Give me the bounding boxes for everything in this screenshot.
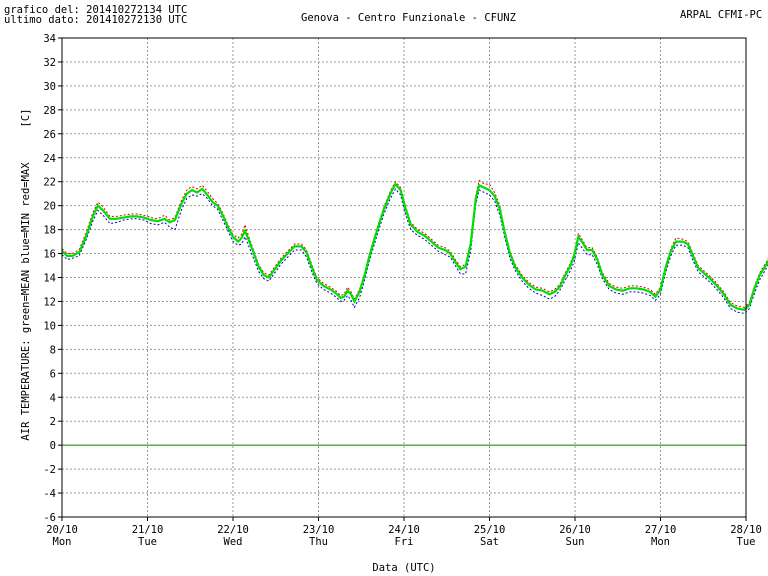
x-tick-weekday: Thu (309, 536, 328, 548)
x-tick-date: 23/10 (303, 524, 335, 536)
x-tick-date: 26/10 (559, 524, 591, 536)
y-tick-label: 26 (43, 129, 56, 141)
y-tick-label: 16 (43, 249, 56, 261)
y-tick-label: 24 (43, 153, 56, 165)
y-axis-unit: [C] (20, 109, 32, 128)
y-tick-label: 8 (50, 344, 56, 356)
series-max (61, 179, 768, 308)
y-tick-label: 22 (43, 177, 56, 189)
y-tick-label: 30 (43, 81, 56, 93)
y-tick-label: 6 (50, 368, 56, 380)
source-label: ARPAL CFMI-PC (680, 9, 763, 21)
y-tick-label: 34 (43, 33, 56, 45)
y-tick-label: 12 (43, 296, 56, 308)
x-tick-date: 20/10 (46, 524, 78, 536)
x-tick-date: 28/10 (730, 524, 762, 536)
x-tick-weekday: Sat (480, 536, 499, 548)
x-axis-label: Data (UTC) (372, 562, 435, 574)
x-tick-weekday: Fri (395, 536, 414, 548)
x-axis-ticks: 20/10Mon21/10Tue22/10Wed23/10Thu24/10Fri… (46, 517, 762, 548)
y-tick-label: 14 (43, 273, 56, 285)
x-tick-weekday: Sun (566, 536, 585, 548)
x-tick-date: 27/10 (645, 524, 677, 536)
x-tick-weekday: Mon (53, 536, 72, 548)
x-tick-date: 21/10 (132, 524, 164, 536)
plot-frame (61, 37, 747, 518)
y-tick-label: 18 (43, 225, 56, 237)
series-min (61, 188, 768, 314)
x-tick-date: 22/10 (217, 524, 249, 536)
station-title: Genova - Centro Funzionale - CFUNZ (301, 12, 516, 24)
y-tick-label: 20 (43, 201, 56, 213)
x-tick-weekday: Tue (138, 536, 157, 548)
y-tick-label: 2 (50, 416, 56, 428)
generated-timestamp: grafico del: 201410272134 UTC (4, 4, 188, 16)
y-tick-label: 32 (43, 57, 56, 69)
x-tick-weekday: Mon (651, 536, 670, 548)
x-tick-date: 25/10 (474, 524, 506, 536)
y-tick-label: -6 (43, 512, 56, 524)
y-tick-label: -2 (43, 464, 56, 476)
grid-lines (62, 38, 746, 517)
x-tick-weekday: Wed (224, 536, 243, 548)
y-tick-label: 0 (50, 440, 56, 452)
x-tick-date: 24/10 (388, 524, 420, 536)
series-mean (61, 182, 768, 311)
last-data-timestamp: ultimo dato: 201410272130 UTC (4, 14, 188, 26)
y-tick-label: 10 (43, 320, 56, 332)
y-tick-label: -4 (43, 488, 56, 500)
y-axis-label: AIR TEMPERATURE: green=MEAN blue=MIN red… (20, 162, 32, 441)
y-tick-label: 28 (43, 105, 56, 117)
x-tick-weekday: Tue (737, 536, 756, 548)
series-lines (61, 179, 768, 314)
y-tick-label: 4 (50, 392, 56, 404)
